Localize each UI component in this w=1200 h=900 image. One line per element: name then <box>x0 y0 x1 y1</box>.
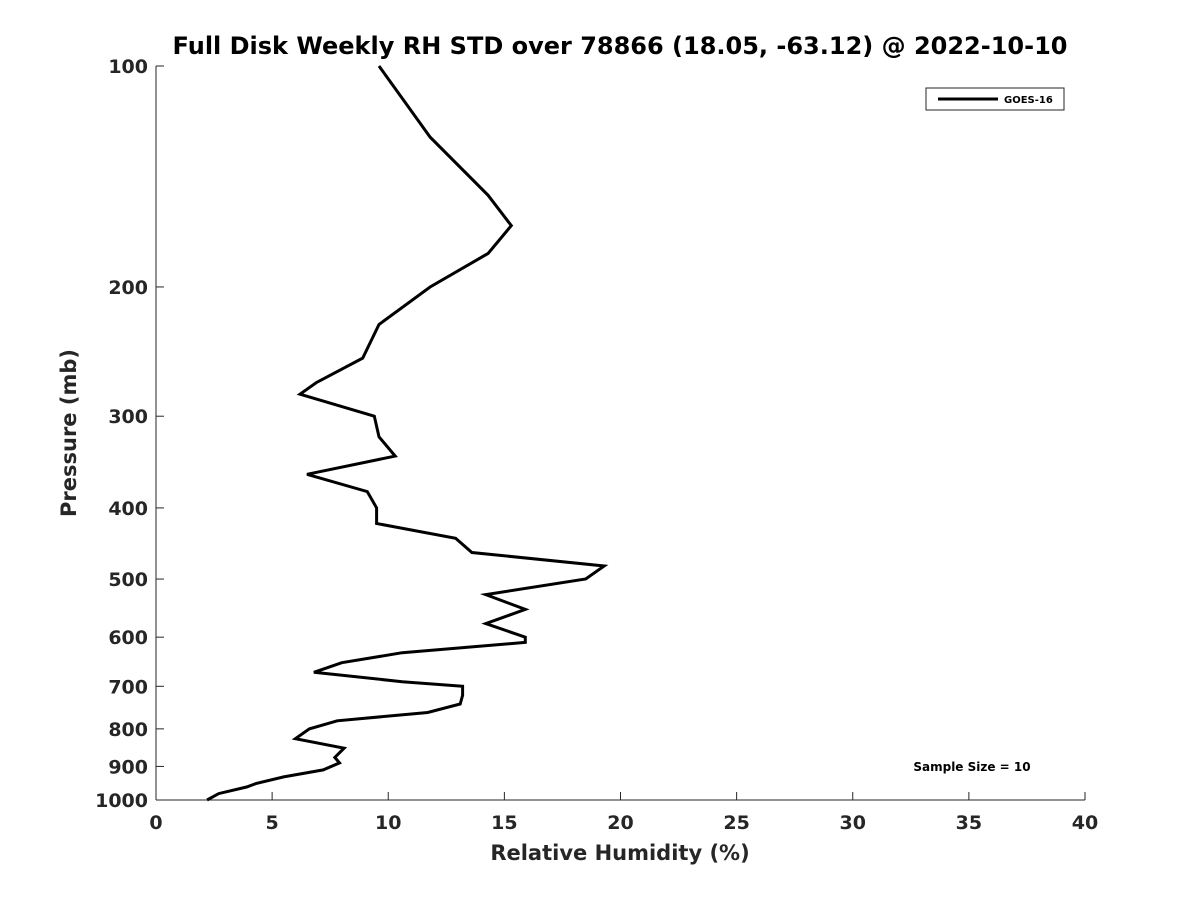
legend-label-goes-16: GOES-16 <box>1004 95 1053 106</box>
y-tick-label: 200 <box>108 277 148 299</box>
y-tick-label: 1000 <box>95 790 148 812</box>
y-tick-label: 100 <box>108 56 148 78</box>
series-layer <box>206 65 609 802</box>
y-tick-label: 900 <box>108 756 148 778</box>
x-tick-label: 30 <box>840 812 866 834</box>
y-tick-label: 500 <box>108 569 148 591</box>
x-tick-label: 40 <box>1072 812 1098 834</box>
chart-title: Full Disk Weekly RH STD over 78866 (18.0… <box>173 32 1068 60</box>
x-tick-label: 35 <box>956 812 982 834</box>
y-tick-label: 700 <box>108 676 148 698</box>
y-tick-label: 600 <box>108 627 148 649</box>
x-axis-label: Relative Humidity (%) <box>490 841 749 865</box>
legend: GOES-16 <box>925 87 1065 111</box>
x-ticks: 0 5 10 15 20 25 30 35 40 <box>149 792 1098 834</box>
y-tick-label: 300 <box>108 406 148 428</box>
series-line-goes-16 <box>206 65 609 802</box>
x-tick-label: 25 <box>723 812 749 834</box>
x-tick-label: 15 <box>491 812 517 834</box>
y-ticks: 100 200 300 400 500 600 700 800 900 1000 <box>95 56 164 812</box>
x-tick-label: 20 <box>607 812 633 834</box>
sample-size-annotation: Sample Size = 10 <box>913 760 1030 774</box>
x-tick-label: 5 <box>266 812 279 834</box>
plot-area: 0 5 10 15 20 25 30 35 40 100 200 300 400 500 600 700 80… <box>95 56 1098 834</box>
y-tick-label: 400 <box>108 498 148 520</box>
x-tick-label: 10 <box>375 812 401 834</box>
y-axis-label: Pressure (mb) <box>57 349 81 517</box>
x-tick-label: 0 <box>149 812 162 834</box>
y-tick-label: 800 <box>108 719 148 741</box>
